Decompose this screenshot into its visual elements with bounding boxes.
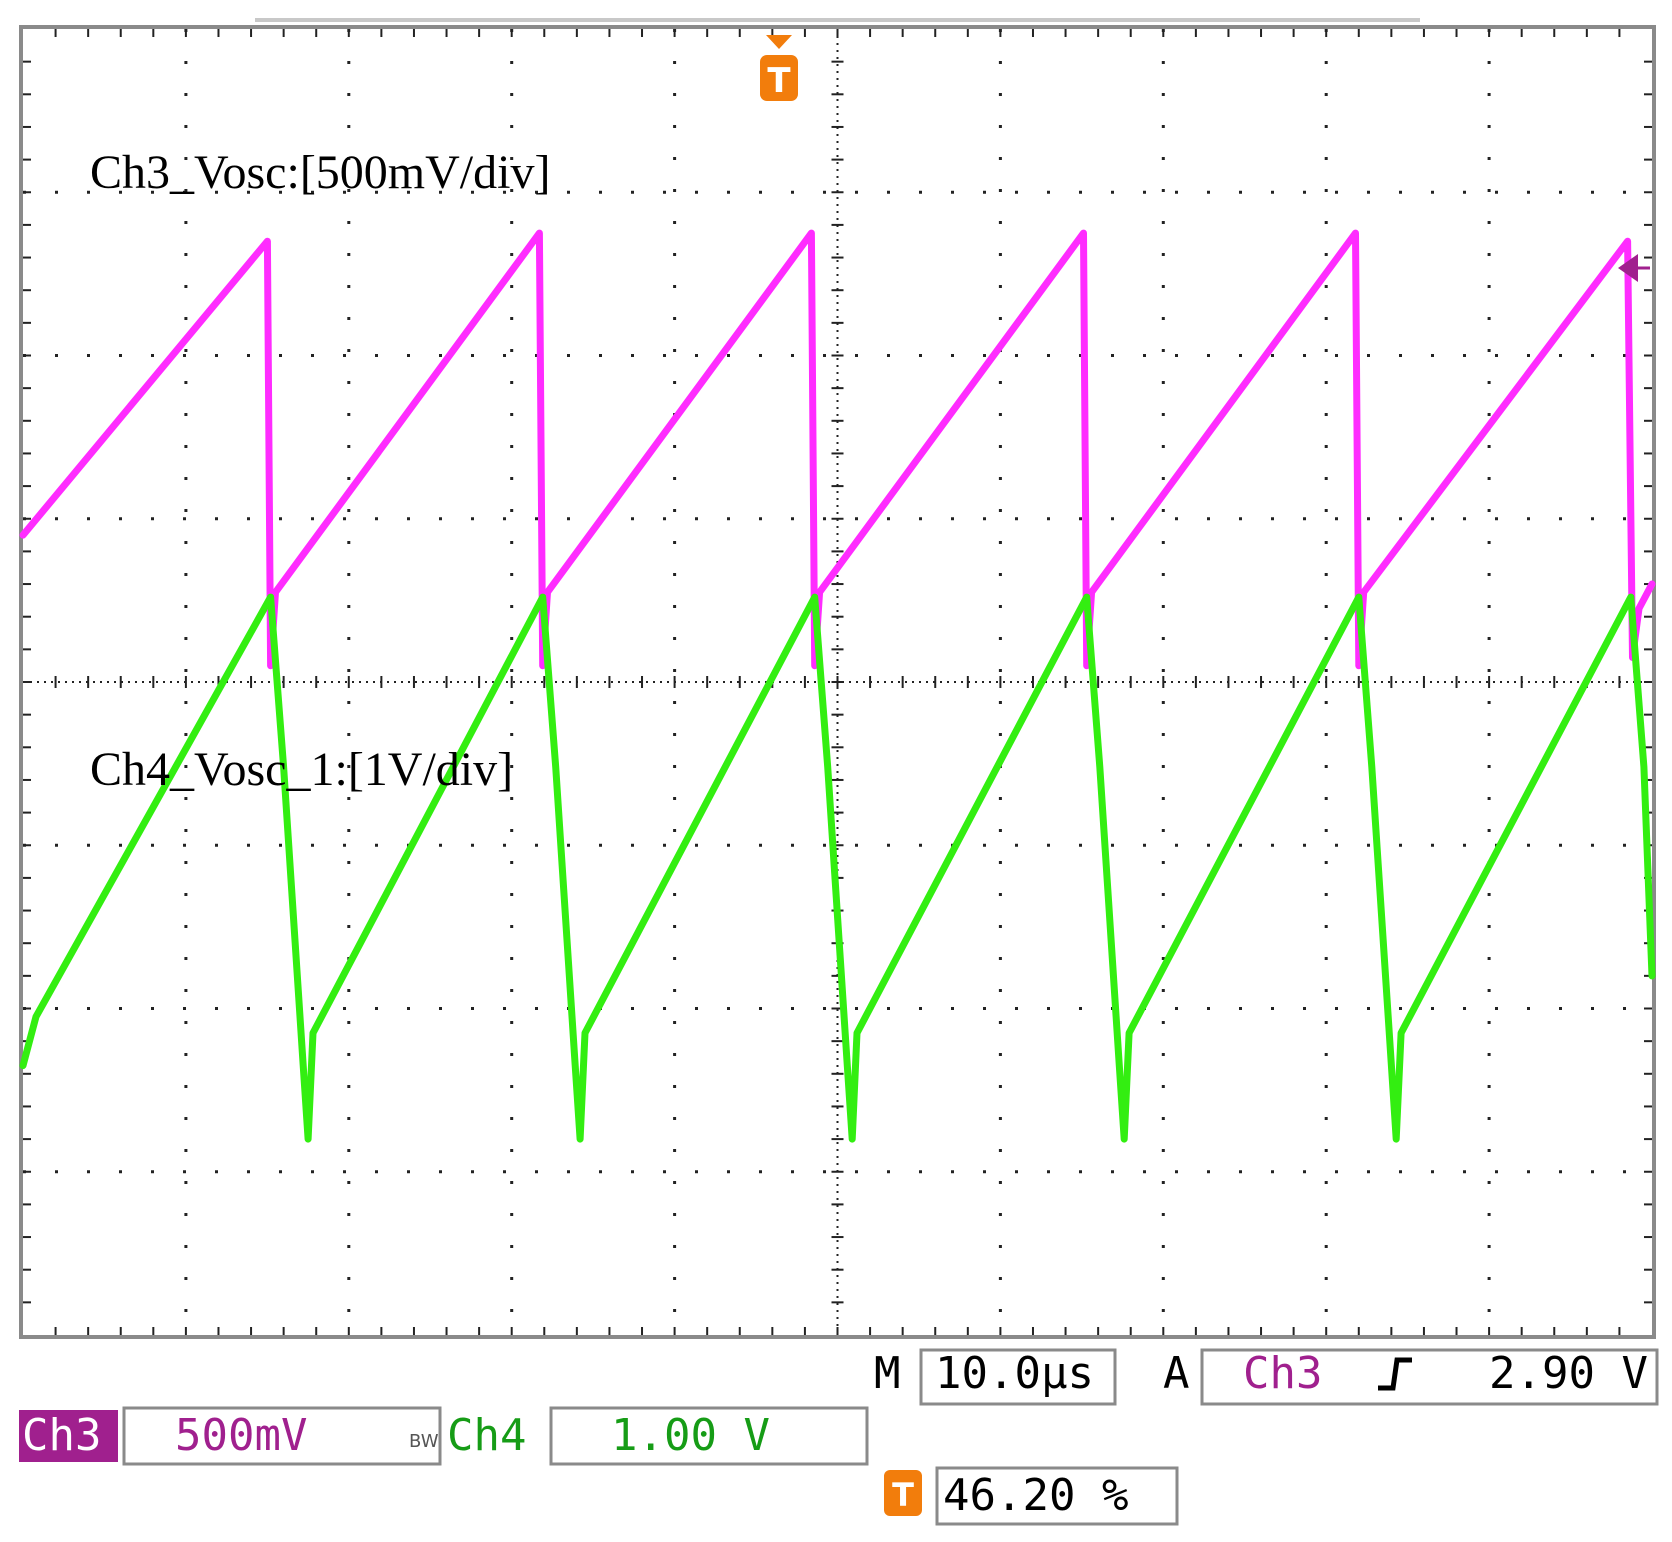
waveform-traces (19, 229, 1656, 1143)
trigger-position-icon (884, 1470, 922, 1516)
ch4-trace (19, 593, 1656, 1143)
acquisition-prefix: A (1163, 1348, 1190, 1399)
trigger-settings-box[interactable] (1200, 1348, 1659, 1406)
trigger-position-icon-letter: T (892, 1476, 914, 1514)
graticule (23, 29, 1652, 1335)
ch4-badge[interactable]: Ch4 (447, 1410, 526, 1461)
timebase-prefix: M (874, 1348, 901, 1399)
bandwidth-limit-mark: BW (409, 1431, 439, 1452)
ch3-trace (19, 229, 1656, 670)
timebase-value: 10.0µs (935, 1348, 1094, 1399)
ch3-badge[interactable]: Ch3 (22, 1410, 101, 1461)
trigger-source: Ch3 (1243, 1348, 1322, 1399)
ch4-scale: 1.00 V (611, 1410, 770, 1461)
ch4-scale-box[interactable] (549, 1406, 869, 1466)
trigger-marker-letter: T (767, 61, 791, 101)
timebase-box[interactable] (919, 1348, 1117, 1406)
trigger-position-box[interactable] (935, 1466, 1179, 1526)
trigger-position-marker[interactable]: T (760, 35, 798, 101)
ch3-scale-box[interactable] (122, 1406, 442, 1466)
ch3-waveform-label: Ch3_Vosc:[500mV/div] (90, 146, 550, 199)
ch3-badge-bg (19, 1410, 118, 1462)
ch4-waveform-label: Ch4_Vosc_1:[1V/div] (90, 743, 513, 796)
trigger-level: 2.90 V (1489, 1348, 1648, 1399)
trigger-position-value: 46.20 % (943, 1470, 1128, 1521)
rising-edge-icon (1378, 1357, 1412, 1391)
ch3-scale: 500mV (175, 1410, 307, 1461)
trigger-level-arrow[interactable] (1618, 254, 1650, 282)
